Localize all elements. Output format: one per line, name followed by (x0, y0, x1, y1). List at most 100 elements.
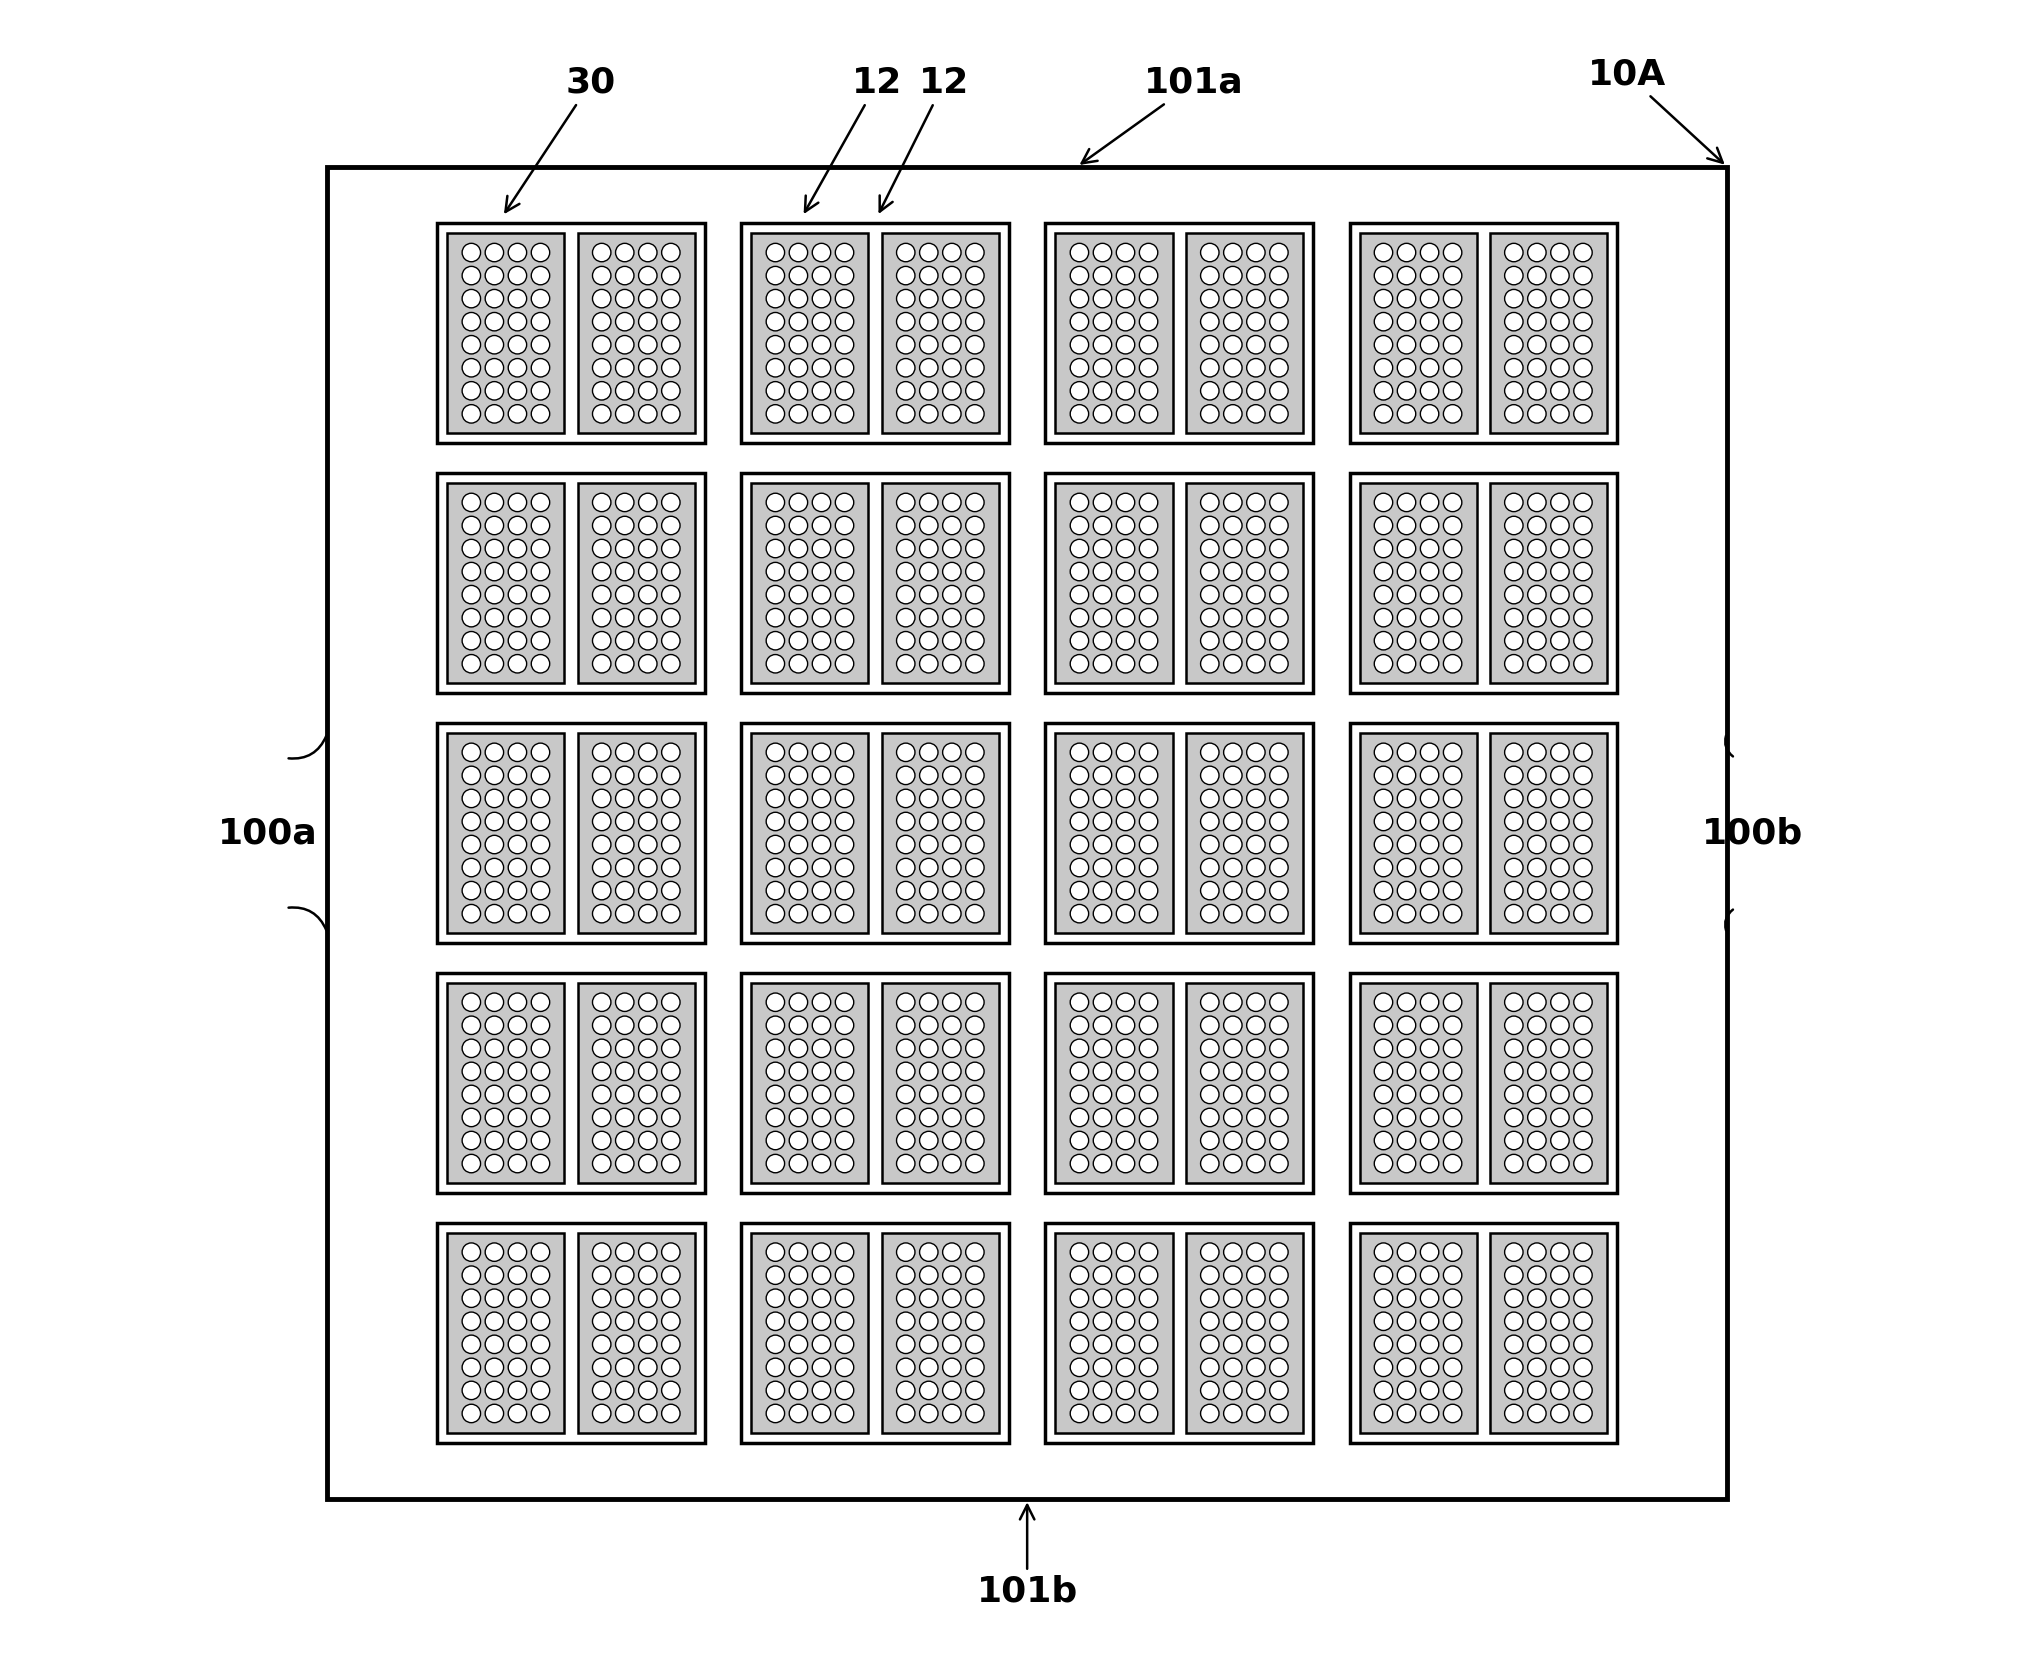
Circle shape (532, 290, 550, 308)
Circle shape (639, 540, 657, 558)
Circle shape (966, 1358, 984, 1376)
Circle shape (1443, 631, 1461, 650)
Circle shape (1397, 335, 1417, 353)
Circle shape (1140, 1266, 1158, 1284)
Circle shape (661, 267, 679, 285)
Circle shape (639, 382, 657, 400)
Bar (881, 233, 998, 433)
Circle shape (532, 313, 550, 332)
Circle shape (463, 1358, 481, 1376)
Circle shape (790, 382, 808, 400)
Circle shape (1374, 835, 1392, 853)
Circle shape (532, 1289, 550, 1308)
Circle shape (920, 493, 938, 511)
Circle shape (812, 540, 831, 558)
Circle shape (897, 1334, 916, 1353)
Circle shape (790, 563, 808, 581)
Circle shape (812, 655, 831, 673)
Circle shape (1200, 608, 1219, 626)
Circle shape (766, 1040, 784, 1058)
Circle shape (1504, 382, 1524, 400)
Circle shape (463, 1155, 481, 1173)
Circle shape (1528, 1243, 1546, 1261)
Circle shape (1140, 1016, 1158, 1035)
Circle shape (1397, 790, 1417, 808)
Circle shape (616, 1266, 635, 1284)
Circle shape (1093, 905, 1112, 923)
Circle shape (897, 1155, 916, 1173)
Bar (742, 973, 1008, 1193)
Circle shape (1269, 1016, 1287, 1035)
Circle shape (942, 1381, 962, 1399)
Circle shape (1421, 563, 1439, 581)
Circle shape (1247, 563, 1265, 581)
Circle shape (812, 493, 831, 511)
Circle shape (592, 313, 610, 332)
Circle shape (1421, 993, 1439, 1011)
Circle shape (661, 1108, 679, 1126)
Circle shape (1200, 290, 1219, 308)
Circle shape (661, 766, 679, 785)
Circle shape (507, 1040, 527, 1058)
Circle shape (1200, 358, 1219, 377)
Circle shape (766, 585, 784, 603)
Circle shape (812, 1404, 831, 1423)
Circle shape (1223, 631, 1243, 650)
Circle shape (463, 1016, 481, 1035)
Circle shape (1269, 290, 1287, 308)
Circle shape (1550, 516, 1568, 535)
Circle shape (1247, 1243, 1265, 1261)
Circle shape (812, 858, 831, 876)
Circle shape (920, 1108, 938, 1126)
Circle shape (463, 1334, 481, 1353)
Circle shape (507, 405, 527, 423)
Circle shape (1443, 516, 1461, 535)
Circle shape (1093, 585, 1112, 603)
Circle shape (1247, 405, 1265, 423)
Circle shape (639, 1266, 657, 1284)
Circle shape (1200, 405, 1219, 423)
Bar (1350, 223, 1617, 443)
Circle shape (592, 858, 610, 876)
Circle shape (616, 516, 635, 535)
Circle shape (507, 858, 527, 876)
Circle shape (942, 382, 962, 400)
Circle shape (1223, 835, 1243, 853)
Circle shape (1528, 1289, 1546, 1308)
Circle shape (616, 1404, 635, 1423)
Circle shape (942, 243, 962, 262)
Circle shape (1093, 743, 1112, 761)
Circle shape (1550, 835, 1568, 853)
Circle shape (1093, 382, 1112, 400)
Circle shape (485, 631, 503, 650)
Circle shape (1140, 881, 1158, 900)
Circle shape (812, 358, 831, 377)
Circle shape (1116, 1243, 1134, 1261)
Bar (1360, 733, 1477, 933)
Circle shape (790, 858, 808, 876)
Bar (1489, 983, 1607, 1183)
Circle shape (790, 540, 808, 558)
Circle shape (1421, 835, 1439, 853)
Circle shape (1200, 1313, 1219, 1331)
Circle shape (1528, 1016, 1546, 1035)
Circle shape (942, 1243, 962, 1261)
Circle shape (485, 1266, 503, 1284)
Circle shape (1374, 631, 1392, 650)
Circle shape (1574, 766, 1593, 785)
Circle shape (790, 1131, 808, 1150)
Circle shape (1093, 1313, 1112, 1331)
Circle shape (1093, 493, 1112, 511)
Circle shape (1071, 1040, 1089, 1058)
Circle shape (1116, 1289, 1134, 1308)
Circle shape (1269, 1243, 1287, 1261)
Circle shape (532, 858, 550, 876)
Circle shape (1247, 1289, 1265, 1308)
Circle shape (1421, 1404, 1439, 1423)
Circle shape (1200, 313, 1219, 332)
Circle shape (592, 1334, 610, 1353)
Circle shape (1397, 405, 1417, 423)
Circle shape (1093, 563, 1112, 581)
Circle shape (661, 655, 679, 673)
Circle shape (1093, 1063, 1112, 1081)
